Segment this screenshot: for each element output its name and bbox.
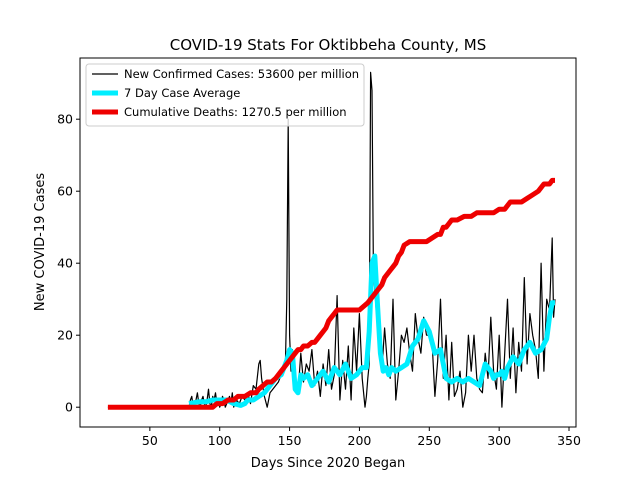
x-tick-label: 250 — [417, 433, 441, 448]
x-axis-label: Days Since 2020 Began — [251, 456, 406, 471]
series-layer — [107, 71, 556, 410]
x-tick-label: 200 — [348, 433, 372, 448]
series-7-day-average-line — [188, 253, 555, 408]
y-tick-label: 60 — [57, 184, 73, 199]
plot-frame — [79, 57, 577, 428]
series-cumulative-deaths-line — [107, 177, 555, 410]
y-tick-label: 80 — [57, 112, 73, 127]
x-tick-label: 50 — [142, 433, 158, 448]
x-tick-label: 100 — [208, 433, 232, 448]
chart-title: COVID-19 Stats For Oktibbeha County, MS — [170, 36, 487, 54]
legend-label-cases: New Confirmed Cases: 53600 per million — [124, 67, 359, 81]
y-tick-label: 40 — [57, 256, 73, 271]
legend: New Confirmed Cases: 53600 per million 7… — [85, 63, 365, 127]
y-axis-label: New COVID-19 Cases — [33, 173, 48, 311]
y-axis: 0 20 40 60 80 — [57, 112, 80, 415]
legend-label-average: 7 Day Case Average — [124, 86, 240, 100]
legend-box — [85, 63, 365, 127]
y-tick-label: 20 — [57, 328, 73, 343]
x-tick-label: 350 — [557, 433, 581, 448]
x-tick-label: 300 — [487, 433, 511, 448]
x-tick-label: 150 — [278, 433, 302, 448]
x-axis: 50 100 150 200 250 300 350 — [142, 427, 581, 448]
legend-label-deaths: Cumulative Deaths: 1270.5 per million — [124, 105, 347, 119]
y-tick-label: 0 — [65, 400, 73, 415]
